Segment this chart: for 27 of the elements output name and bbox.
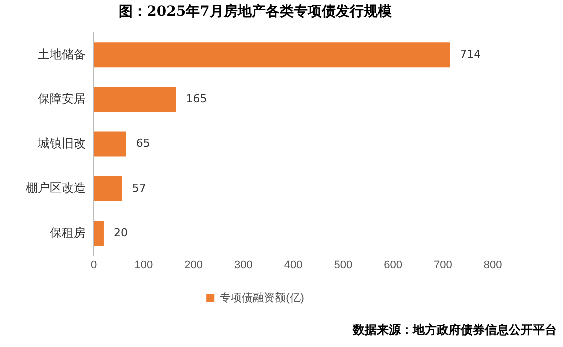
bar — [94, 42, 450, 68]
data-label: 714 — [460, 48, 482, 61]
data-label: 65 — [136, 137, 150, 150]
x-tick-label: 600 — [384, 259, 402, 272]
x-tick-label: 200 — [184, 259, 203, 272]
x-tick-label: 400 — [284, 259, 303, 272]
x-tick-label: 800 — [484, 259, 502, 272]
bar — [94, 176, 122, 202]
chart-title: 图：2025年7月房地产各类专项债发行规模 — [119, 3, 393, 20]
y-tick-label: 城镇旧改 — [37, 136, 86, 151]
x-tick-label: 500 — [334, 259, 353, 272]
bar — [94, 132, 126, 157]
source-note: 数据来源：地方政府债券信息公开平台 — [353, 322, 557, 339]
bar — [94, 87, 176, 112]
data-label: 165 — [186, 92, 208, 106]
y-tick-label: 棚户区改造 — [26, 181, 86, 196]
x-tick-label: 300 — [234, 259, 253, 272]
y-tick-label: 保租房 — [50, 226, 86, 240]
data-label: 20 — [114, 226, 128, 240]
y-tick-label: 土地储备 — [38, 47, 86, 62]
x-tick-label: 100 — [134, 259, 154, 272]
bar — [94, 221, 104, 246]
legend-label: 专项债融资额(亿) — [220, 292, 304, 305]
data-label: 57 — [132, 182, 146, 195]
x-tick-label: 0 — [90, 259, 98, 272]
y-tick-label: 保障安居 — [38, 92, 86, 106]
x-tick-label: 700 — [434, 259, 452, 272]
